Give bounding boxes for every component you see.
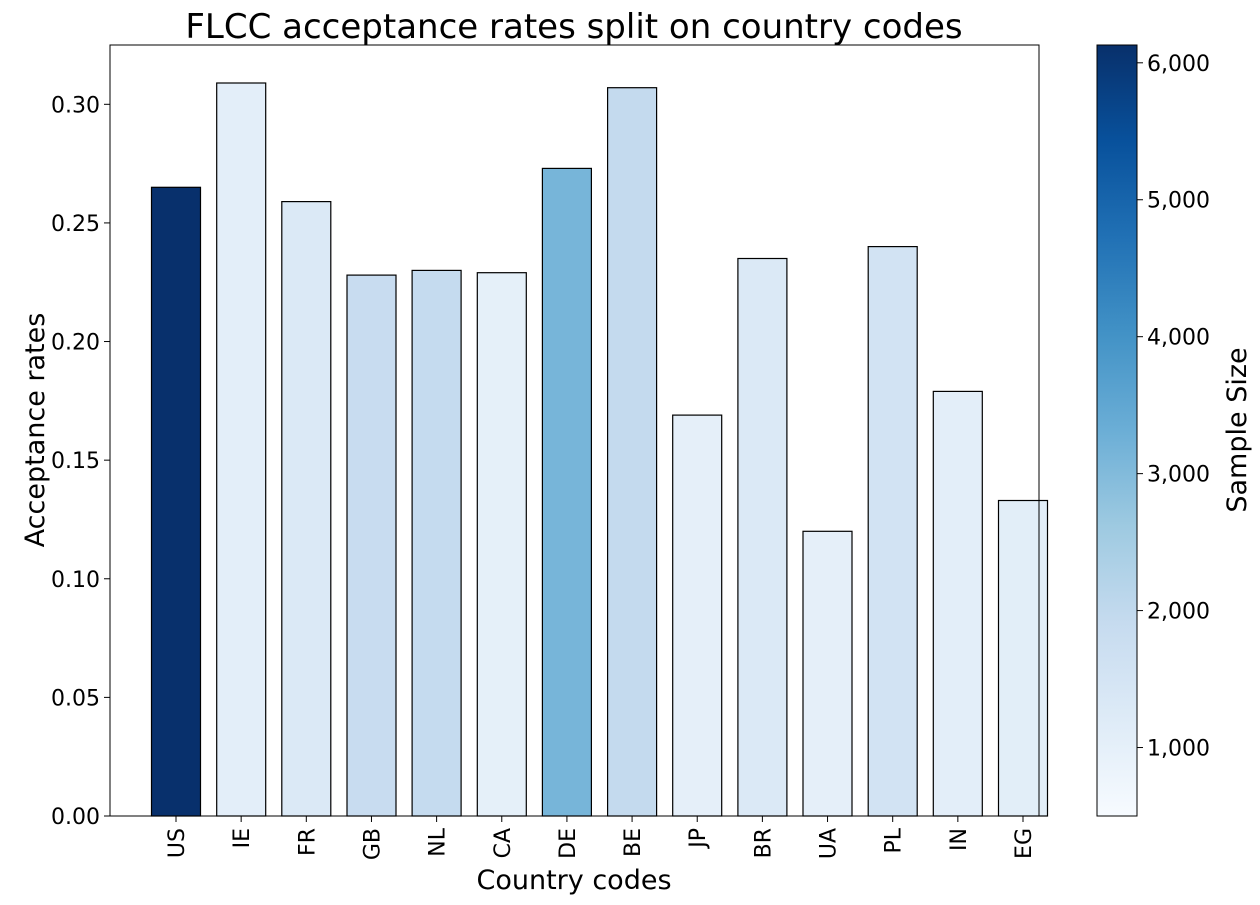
y-tick-label: 0.00 [51,805,100,830]
colorbar-gradient [1096,44,1138,817]
y-tick-label: 0.25 [51,212,100,237]
bar-gb [346,274,397,817]
x-tick-label: NL [426,827,451,856]
plot-frame [109,44,1040,817]
bar-nl [411,269,462,817]
y-tick-label: 0.20 [51,331,100,356]
x-tick-label: JP [686,828,711,850]
bars-group [150,82,1049,817]
y-tick-label: 0.15 [51,449,100,474]
bar-fr [281,201,332,817]
x-axis-label: Country codes [476,865,671,896]
x-tick-label: CA [491,828,516,858]
bar-pl [867,246,918,817]
y-tick-label: 0.30 [51,93,100,118]
y-tick-label: 0.05 [51,686,100,711]
bar-br [737,257,788,817]
bar-be [606,87,658,817]
colorbar-tick-label: 2,000 [1147,600,1210,625]
bar-de [541,167,593,817]
y-axis-label: Acceptance rates [20,313,51,548]
y-tick-label: 0.10 [51,568,100,593]
bar-jp [672,414,723,817]
x-tick-label: UA [817,828,842,859]
x-tick-label: BE [621,828,646,857]
x-tick-label: EG [1012,828,1037,859]
bar-eg [997,499,1049,817]
colorbar-label: Sample Size [1222,347,1253,512]
colorbar-tick-label: 6,000 [1147,52,1210,77]
bar-ca [476,272,527,817]
chart-title: FLCC acceptance rates split on country c… [185,7,962,47]
x-tick-label: IE [230,828,255,848]
x-axis-ticks: US IE FR GB NL CA DE BE JP BR UA PL IN EG [165,816,1037,860]
x-tick-label: FR [295,828,320,856]
colorbar-ticks: 1,000 2,000 3,000 4,000 5,000 6,000 [1137,52,1210,762]
colorbar-tick-label: 5,000 [1147,189,1210,214]
x-tick-label: IN [947,828,972,851]
x-tick-label: GB [360,828,385,860]
x-tick-label: US [165,828,190,858]
bar-ie [216,82,267,817]
bar-in [932,390,983,817]
colorbar-tick-label: 1,000 [1147,737,1210,762]
bar-us [150,186,202,817]
x-tick-label: DE [556,828,581,859]
x-tick-label: PL [882,827,907,853]
plot-area: 0.00 0.05 0.10 0.15 0.20 0.25 0.30 US IE FR GB NL C… [51,44,1049,860]
y-axis-ticks: 0.00 0.05 0.10 0.15 0.20 0.25 0.30 [51,93,110,830]
x-tick-label: BR [751,828,776,858]
bar-ua [802,530,853,817]
colorbar-tick-label: 3,000 [1147,463,1210,488]
colorbar-tick-label: 4,000 [1147,326,1210,351]
colorbar: 1,000 2,000 3,000 4,000 5,000 6,000 Sample Si… [1096,44,1253,817]
